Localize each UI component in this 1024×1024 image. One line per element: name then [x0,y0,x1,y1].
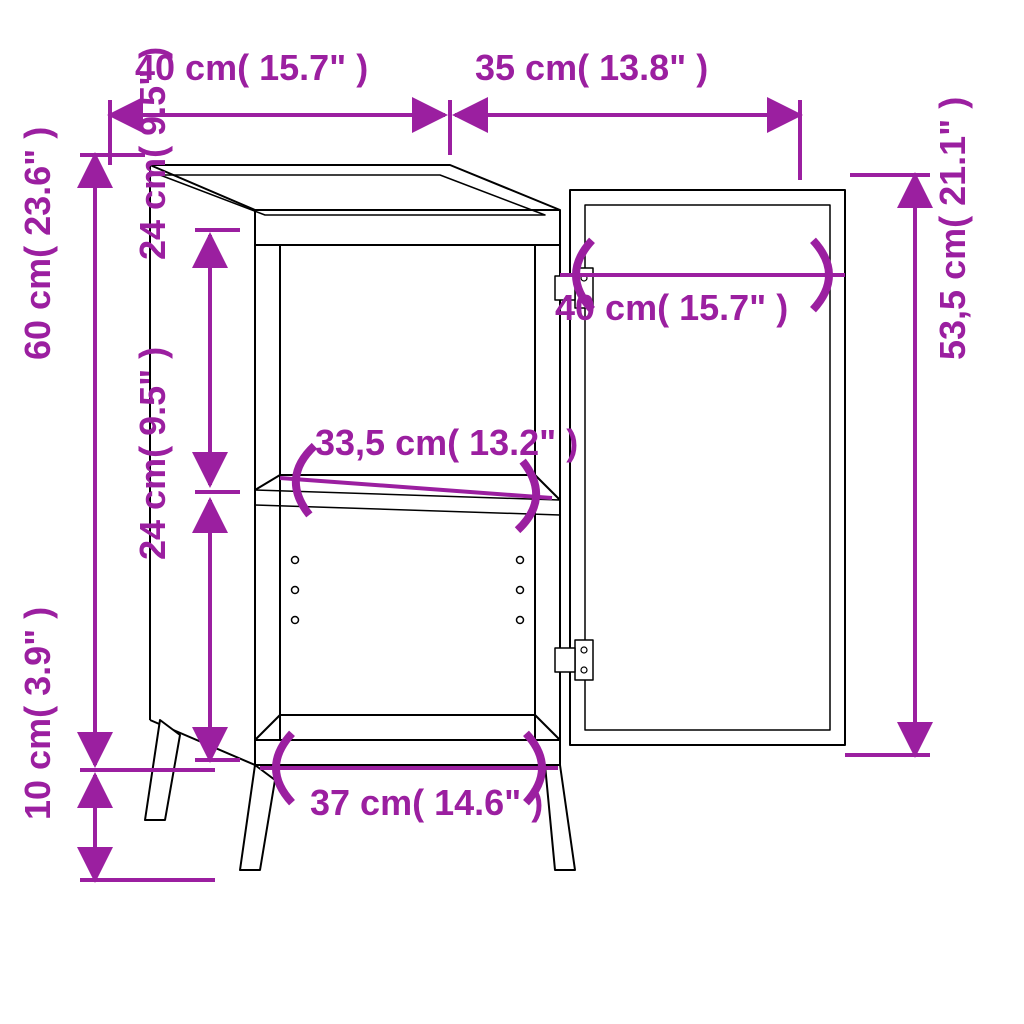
dim-label-right_door_h: 53,5 cm( 21.1" ) [932,97,973,360]
dimension-diagram: 40 cm( 15.7" ) 35 cm( 13.8" ) 60 cm( 23.6"… [0,0,1024,1024]
dim-label-shelf_depth: 33,5 cm( 13.2" ) [315,422,578,463]
cabinet-drawing [145,165,845,870]
dim-label-door_width: 40 cm( 15.7" ) [555,287,788,328]
dim-label-inner_upper: 24 cm( 9.5" ) [132,47,173,260]
diagonal-dim-lines [260,275,845,768]
dim-label-left_leg: 10 cm( 3.9" ) [17,607,58,820]
extension-lines [80,100,930,880]
dim-label-top_depth: 35 cm( 13.8" ) [475,47,708,88]
dim-label-bottom_depth: 37 cm( 14.6" ) [310,782,543,823]
dim-label-inner_lower: 24 cm( 9.5" ) [132,347,173,560]
dim-label-left_height: 60 cm( 23.6" ) [17,127,58,360]
